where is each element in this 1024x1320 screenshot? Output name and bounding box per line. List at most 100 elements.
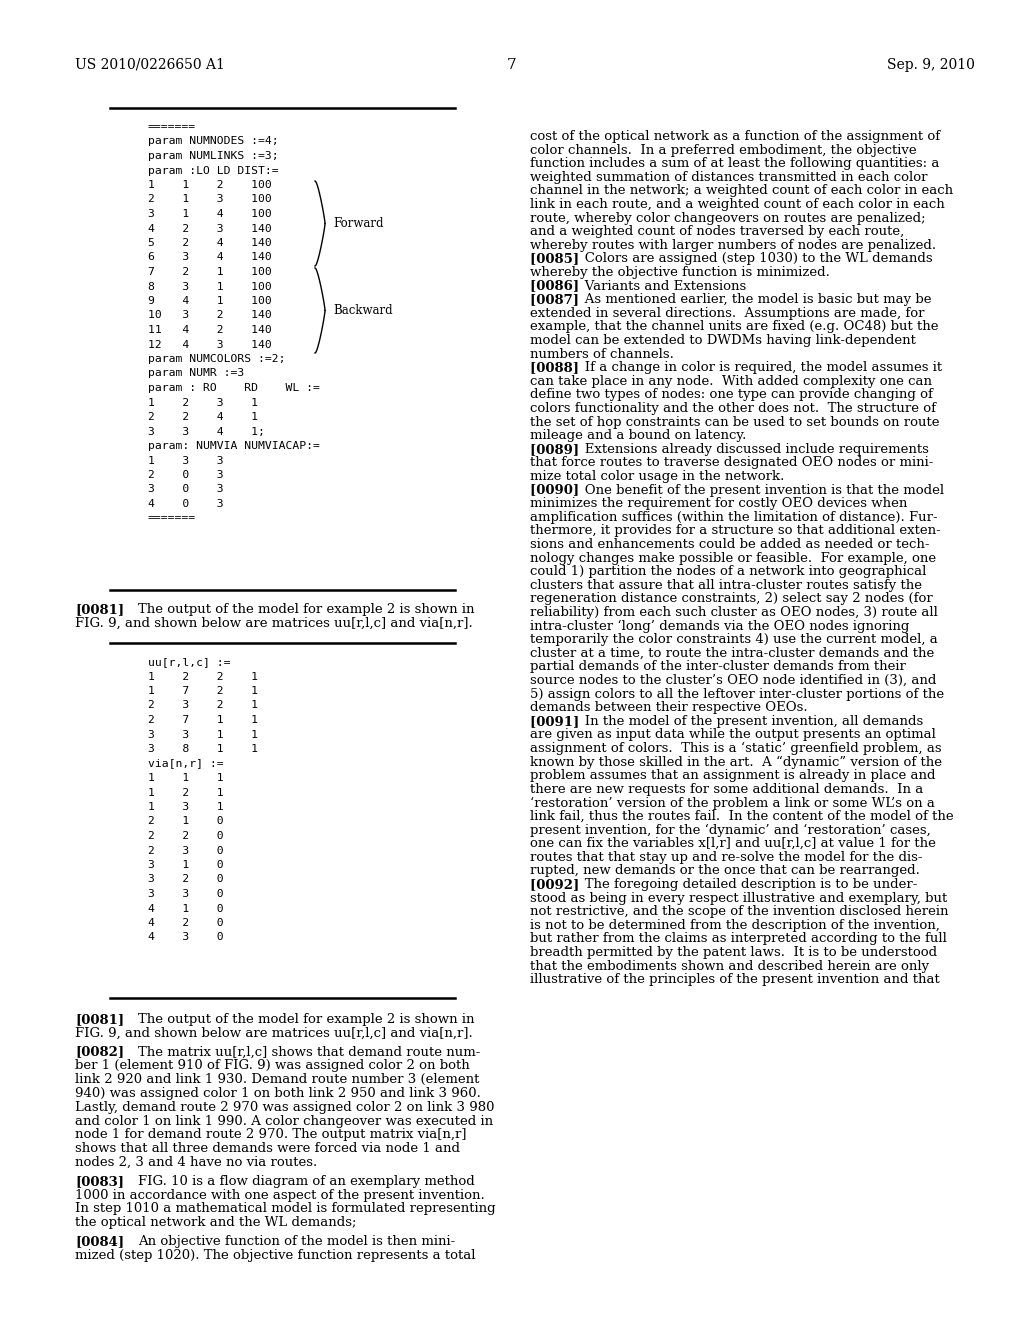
- Text: assignment of colors.  This is a ‘static’ greenfield problem, as: assignment of colors. This is a ‘static’…: [530, 742, 942, 755]
- Text: [0081]: [0081]: [75, 603, 124, 616]
- Text: An objective function of the model is then mini-: An objective function of the model is th…: [138, 1236, 456, 1247]
- Text: example, that the channel units are fixed (e.g. OC48) but the: example, that the channel units are fixe…: [530, 321, 939, 334]
- Text: [0085]: [0085]: [530, 252, 584, 265]
- Text: temporarily the color constraints 4) use the current model, a: temporarily the color constraints 4) use…: [530, 634, 938, 647]
- Text: 2    7    1    1: 2 7 1 1: [148, 715, 258, 725]
- Text: clusters that assure that all intra-cluster routes satisfy the: clusters that assure that all intra-clus…: [530, 578, 922, 591]
- Text: 3    3    1    1: 3 3 1 1: [148, 730, 258, 739]
- Text: 9    4    1    100: 9 4 1 100: [148, 296, 271, 306]
- Text: [0087]: [0087]: [530, 293, 584, 306]
- Text: is not to be determined from the description of the invention,: is not to be determined from the descrip…: [530, 919, 940, 932]
- Text: 5) assign colors to all the leftover inter-cluster portions of the: 5) assign colors to all the leftover int…: [530, 688, 944, 701]
- Text: If a change in color is required, the model assumes it: If a change in color is required, the mo…: [572, 362, 942, 374]
- Text: that force routes to traverse designated OEO nodes or mini-: that force routes to traverse designated…: [530, 457, 933, 470]
- Text: 1    1    2    100: 1 1 2 100: [148, 180, 271, 190]
- Text: Lastly, demand route 2 970 was assigned color 2 on link 3 980: Lastly, demand route 2 970 was assigned …: [75, 1101, 495, 1114]
- Text: and color 1 on link 1 990. A color changeover was executed in: and color 1 on link 1 990. A color chang…: [75, 1114, 494, 1127]
- Text: mize total color usage in the network.: mize total color usage in the network.: [530, 470, 784, 483]
- Text: source nodes to the cluster’s OEO node identified in (3), and: source nodes to the cluster’s OEO node i…: [530, 675, 936, 686]
- Text: model can be extended to DWDMs having link-dependent: model can be extended to DWDMs having li…: [530, 334, 915, 347]
- Text: 4    1    0: 4 1 0: [148, 903, 223, 913]
- Text: 3    1    0: 3 1 0: [148, 861, 223, 870]
- Text: [0091]: [0091]: [530, 715, 584, 727]
- Text: 4    0    3: 4 0 3: [148, 499, 223, 510]
- Text: via[n,r] :=: via[n,r] :=: [148, 759, 223, 768]
- Text: uu[r,l,c] :=: uu[r,l,c] :=: [148, 657, 230, 667]
- Text: 1    3    3: 1 3 3: [148, 455, 223, 466]
- Text: 7    2    1    100: 7 2 1 100: [148, 267, 271, 277]
- Text: The output of the model for example 2 is shown in: The output of the model for example 2 is…: [138, 1012, 474, 1026]
- Text: [0088]: [0088]: [530, 362, 584, 374]
- Text: Sep. 9, 2010: Sep. 9, 2010: [887, 58, 975, 73]
- Text: [0084]: [0084]: [75, 1236, 124, 1247]
- Text: 8    3    1    100: 8 3 1 100: [148, 281, 271, 292]
- Text: 3    1    4    100: 3 1 4 100: [148, 209, 271, 219]
- Text: param NUMCOLORS :=2;: param NUMCOLORS :=2;: [148, 354, 286, 364]
- Text: route, whereby color changeovers on routes are penalized;: route, whereby color changeovers on rout…: [530, 211, 926, 224]
- Text: 5    2    4    140: 5 2 4 140: [148, 238, 271, 248]
- Text: param :LO LD DIST:=: param :LO LD DIST:=: [148, 165, 279, 176]
- Text: 1000 in accordance with one aspect of the present invention.: 1000 in accordance with one aspect of th…: [75, 1188, 484, 1201]
- Text: In the model of the present invention, all demands: In the model of the present invention, a…: [572, 715, 924, 727]
- Text: FIG. 9, and shown below are matrices uu[r,l,c] and via[n,r].: FIG. 9, and shown below are matrices uu[…: [75, 616, 473, 630]
- Text: amplification suffices (within the limitation of distance). Fur-: amplification suffices (within the limit…: [530, 511, 938, 524]
- Text: FIG. 9, and shown below are matrices uu[r,l,c] and via[n,r].: FIG. 9, and shown below are matrices uu[…: [75, 1027, 473, 1040]
- Text: 2    2    0: 2 2 0: [148, 832, 223, 841]
- Text: 1    7    2    1: 1 7 2 1: [148, 686, 258, 696]
- Text: 11   4    2    140: 11 4 2 140: [148, 325, 271, 335]
- Text: the set of hop constraints can be used to set bounds on route: the set of hop constraints can be used t…: [530, 416, 939, 429]
- Text: 940) was assigned color 1 on both link 2 950 and link 3 960.: 940) was assigned color 1 on both link 2…: [75, 1086, 481, 1100]
- Text: numbers of channels.: numbers of channels.: [530, 347, 674, 360]
- Text: param NUMNODES :=4;: param NUMNODES :=4;: [148, 136, 279, 147]
- Text: define two types of nodes: one type can provide changing of: define two types of nodes: one type can …: [530, 388, 933, 401]
- Text: ‘restoration’ version of the problem a link or some WL’s on a: ‘restoration’ version of the problem a l…: [530, 796, 935, 809]
- Text: Backward: Backward: [333, 304, 392, 317]
- Text: One benefit of the present invention is that the model: One benefit of the present invention is …: [572, 483, 944, 496]
- Text: The output of the model for example 2 is shown in: The output of the model for example 2 is…: [138, 603, 474, 616]
- Text: regeneration distance constraints, 2) select say 2 nodes (for: regeneration distance constraints, 2) se…: [530, 593, 933, 606]
- Text: 12   4    3    140: 12 4 3 140: [148, 339, 271, 350]
- Text: sions and enhancements could be added as needed or tech-: sions and enhancements could be added as…: [530, 539, 930, 550]
- Text: 1    2    1: 1 2 1: [148, 788, 223, 797]
- Text: not restrictive, and the scope of the invention disclosed herein: not restrictive, and the scope of the in…: [530, 906, 948, 919]
- Text: 6    3    4    140: 6 3 4 140: [148, 252, 271, 263]
- Text: colors functionality and the other does not.  The structure of: colors functionality and the other does …: [530, 403, 936, 414]
- Text: extended in several directions.  Assumptions are made, for: extended in several directions. Assumpti…: [530, 306, 925, 319]
- Text: 4    3    0: 4 3 0: [148, 932, 223, 942]
- Text: node 1 for demand route 2 970. The output matrix via[n,r]: node 1 for demand route 2 970. The outpu…: [75, 1129, 467, 1142]
- Text: thermore, it provides for a structure so that additional exten-: thermore, it provides for a structure so…: [530, 524, 941, 537]
- Text: 10   3    2    140: 10 3 2 140: [148, 310, 271, 321]
- Text: param : RO    RD    WL :=: param : RO RD WL :=: [148, 383, 319, 393]
- Text: present invention, for the ‘dynamic’ and ‘restoration’ cases,: present invention, for the ‘dynamic’ and…: [530, 824, 931, 837]
- Text: 1    1    1: 1 1 1: [148, 774, 223, 783]
- Text: As mentioned earlier, the model is basic but may be: As mentioned earlier, the model is basic…: [572, 293, 932, 306]
- Text: color channels.  In a preferred embodiment, the objective: color channels. In a preferred embodimen…: [530, 144, 916, 157]
- Text: link 2 920 and link 1 930. Demand route number 3 (element: link 2 920 and link 1 930. Demand route …: [75, 1073, 479, 1086]
- Text: but rather from the claims as interpreted according to the full: but rather from the claims as interprete…: [530, 932, 947, 945]
- Text: could 1) partition the nodes of a network into geographical: could 1) partition the nodes of a networ…: [530, 565, 927, 578]
- Text: Colors are assigned (step 1030) to the WL demands: Colors are assigned (step 1030) to the W…: [572, 252, 933, 265]
- Text: param: NUMVIA NUMVIACAP:=: param: NUMVIA NUMVIACAP:=: [148, 441, 319, 451]
- Text: 2    1    3    100: 2 1 3 100: [148, 194, 271, 205]
- Text: can take place in any node.  With added complexity one can: can take place in any node. With added c…: [530, 375, 932, 388]
- Text: 2    3    0: 2 3 0: [148, 846, 223, 855]
- Text: 2    3    2    1: 2 3 2 1: [148, 701, 258, 710]
- Text: the optical network and the WL demands;: the optical network and the WL demands;: [75, 1216, 356, 1229]
- Text: 1    2    2    1: 1 2 2 1: [148, 672, 258, 681]
- Text: 7: 7: [507, 58, 517, 73]
- Text: reliability) from each such cluster as OEO nodes, 3) route all: reliability) from each such cluster as O…: [530, 606, 938, 619]
- Text: link fail, thus the routes fail.  In the content of the model of the: link fail, thus the routes fail. In the …: [530, 810, 953, 822]
- Text: 3    2    0: 3 2 0: [148, 874, 223, 884]
- Text: nodes 2, 3 and 4 have no via routes.: nodes 2, 3 and 4 have no via routes.: [75, 1156, 317, 1170]
- Text: mized (step 1020). The objective function represents a total: mized (step 1020). The objective functio…: [75, 1249, 475, 1262]
- Text: mileage and a bound on latency.: mileage and a bound on latency.: [530, 429, 746, 442]
- Text: one can fix the variables x[l,r] and uu[r,l,c] at value 1 for the: one can fix the variables x[l,r] and uu[…: [530, 837, 936, 850]
- Text: illustrative of the principles of the present invention and that: illustrative of the principles of the pr…: [530, 973, 940, 986]
- Text: [0089]: [0089]: [530, 442, 584, 455]
- Text: weighted summation of distances transmitted in each color: weighted summation of distances transmit…: [530, 170, 928, 183]
- Text: [0081]: [0081]: [75, 1012, 124, 1026]
- Text: stood as being in every respect illustrative and exemplary, but: stood as being in every respect illustra…: [530, 891, 947, 904]
- Text: [0082]: [0082]: [75, 1045, 124, 1059]
- Text: 2    2    4    1: 2 2 4 1: [148, 412, 258, 422]
- Text: 3    0    3: 3 0 3: [148, 484, 223, 495]
